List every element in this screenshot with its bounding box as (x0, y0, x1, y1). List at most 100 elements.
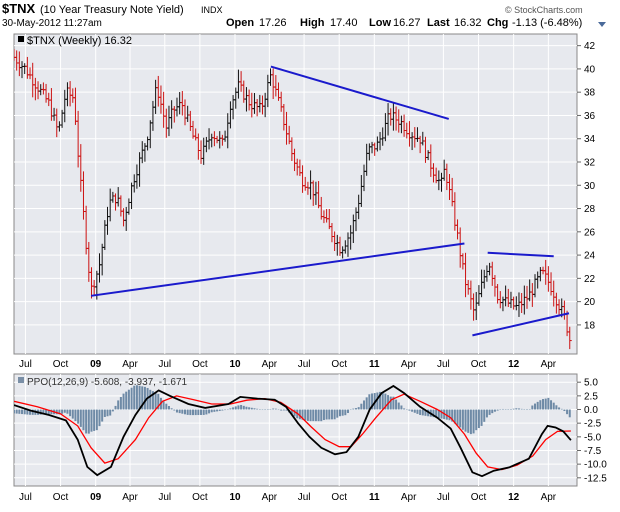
ppo-histogram-bar (138, 385, 141, 410)
price-y-tick-label: 40 (584, 64, 596, 75)
price-x-tick-label: Oct (471, 359, 487, 370)
low-value: 16.27 (393, 17, 421, 29)
ppo-x-tick-label: Jul (19, 492, 32, 503)
ticker-exchange: INDX (201, 5, 223, 15)
ppo-histogram-bar (451, 409, 454, 422)
ppo-histogram-bar (419, 409, 422, 415)
open-value: 17.26 (259, 17, 287, 29)
ppo-histogram-bar (560, 408, 563, 410)
ppo-histogram-bar (256, 408, 259, 410)
price-y-tick-label: 36 (584, 111, 596, 122)
ppo-histogram-bar (330, 409, 333, 420)
ppo-histogram-bar (384, 393, 387, 410)
ppo-histogram-bar (306, 409, 309, 421)
ppo-y-tick-label: -2.5 (584, 419, 602, 430)
ppo-histogram-bar (544, 398, 547, 410)
chevron-down-icon[interactable] (598, 22, 606, 27)
trendline-wedge-top (487, 251, 554, 258)
ppo-histogram-bar (274, 408, 277, 410)
ppo-histogram-bar (226, 409, 229, 411)
ppo-histogram-bar (240, 404, 243, 410)
ppo-signal-line (14, 393, 571, 471)
last-value: 16.32 (454, 17, 482, 29)
ppo-histogram-bar (376, 392, 379, 410)
ppo-legend: PPO(12,26,9) -5.608, -3.937, -1.671 (27, 377, 188, 388)
ppo-histogram-bar (101, 409, 104, 422)
ppo-histogram-bar (440, 409, 443, 419)
copyright-text: © StockCharts.com (505, 5, 583, 15)
ppo-histogram-bar (531, 405, 534, 410)
ppo-histogram-bar (141, 386, 144, 410)
ppo-histogram-bar (18, 409, 21, 414)
price-x-tick-label: Apr (401, 359, 417, 370)
price-y-tick-label: 42 (584, 41, 596, 52)
ppo-y-tick-label: 0.0 (584, 405, 598, 416)
ppo-histogram-bar (499, 409, 502, 411)
ppo-histogram-bar (77, 409, 80, 424)
ppo-x-tick-label: 12 (508, 492, 520, 503)
price-y-tick-label: 24 (584, 251, 596, 262)
trendline-upper-resistance (270, 65, 450, 120)
price-y-axis: 18 20 22 24 26 28 30 32 34 36 38 40 42 (577, 41, 596, 331)
ppo-histogram-bar (90, 409, 93, 432)
ppo-histogram-bar (109, 409, 112, 416)
ppo-histogram-bar (232, 407, 235, 410)
ppo-histogram-bar (491, 409, 494, 414)
ppo-histogram-bar (437, 409, 440, 419)
ppo-histogram-bar (448, 409, 451, 421)
ppo-histogram-bar (157, 393, 160, 410)
ppo-panel (13, 373, 578, 487)
trendline-lower-support (90, 242, 465, 297)
ppo-histogram-bar (552, 402, 555, 410)
price-panel (13, 33, 578, 355)
ppo-histogram-bar (192, 409, 195, 416)
ppo-histogram-bar (389, 396, 392, 410)
ppo-histogram-bar (485, 409, 488, 418)
ppo-histogram-bar (122, 393, 125, 410)
ppo-histogram-bar (264, 409, 267, 411)
ppo-histogram-bar (480, 409, 483, 426)
ppo-histogram-bar (472, 409, 475, 434)
ppo-histogram-bar (114, 405, 117, 410)
price-x-tick-label: Apr (122, 359, 138, 370)
ppo-x-tick-label: Jul (298, 492, 311, 503)
ppo-histogram-bar (106, 409, 109, 417)
ppo-histogram-bar (55, 409, 58, 415)
ppo-histogram-bar (71, 409, 74, 419)
ppo-y-tick-label: 2.5 (584, 391, 598, 402)
ppo-histogram-bar (344, 409, 347, 416)
ppo-histogram-bar (85, 409, 88, 434)
ppo-histogram-bar (197, 409, 200, 416)
ppo-histogram-bar (31, 409, 34, 415)
ppo-histogram-bar (328, 409, 331, 420)
ppo-histogram-bar (317, 409, 320, 422)
chg-value: -1.13 (-6.48%) (512, 17, 582, 29)
price-x-tick-label: 12 (508, 359, 520, 370)
price-x-tick-label: Jul (437, 359, 450, 370)
ppo-x-tick-label: 11 (369, 492, 380, 503)
ppo-histogram-bar (368, 394, 371, 410)
ppo-histogram-bar (523, 409, 526, 410)
ppo-histogram-bar (167, 406, 170, 410)
ppo-histogram-bar (360, 403, 363, 410)
high-value: 17.40 (330, 17, 358, 29)
ppo-x-axis: Jul Oct 09 Apr Jul Oct 10 Apr Jul Oct 11 Apr Jul Oct 1… (19, 492, 557, 503)
ppo-histogram-bar (258, 409, 261, 410)
ppo-histogram-bar (421, 409, 424, 416)
ppo-histogram-bar (135, 385, 138, 410)
ppo-histogram-bar (218, 409, 221, 411)
ppo-histogram-bar (392, 396, 395, 410)
ppo-histogram-bar (357, 407, 360, 410)
header-date: 30-May-2012 11:27am (2, 18, 102, 29)
ppo-histogram-bar (242, 405, 245, 410)
ppo-histogram-bar (496, 409, 499, 411)
ppo-histogram-bar (205, 409, 208, 415)
price-y-tick-label: 28 (584, 204, 596, 215)
ppo-x-tick-label: Oct (471, 492, 487, 503)
ppo-histogram-bar (42, 409, 45, 415)
ppo-histogram-bar (103, 409, 106, 417)
ppo-histogram-bar (371, 393, 374, 410)
ppo-x-tick-label: Apr (541, 492, 557, 503)
ppo-histogram-bar (127, 389, 130, 410)
